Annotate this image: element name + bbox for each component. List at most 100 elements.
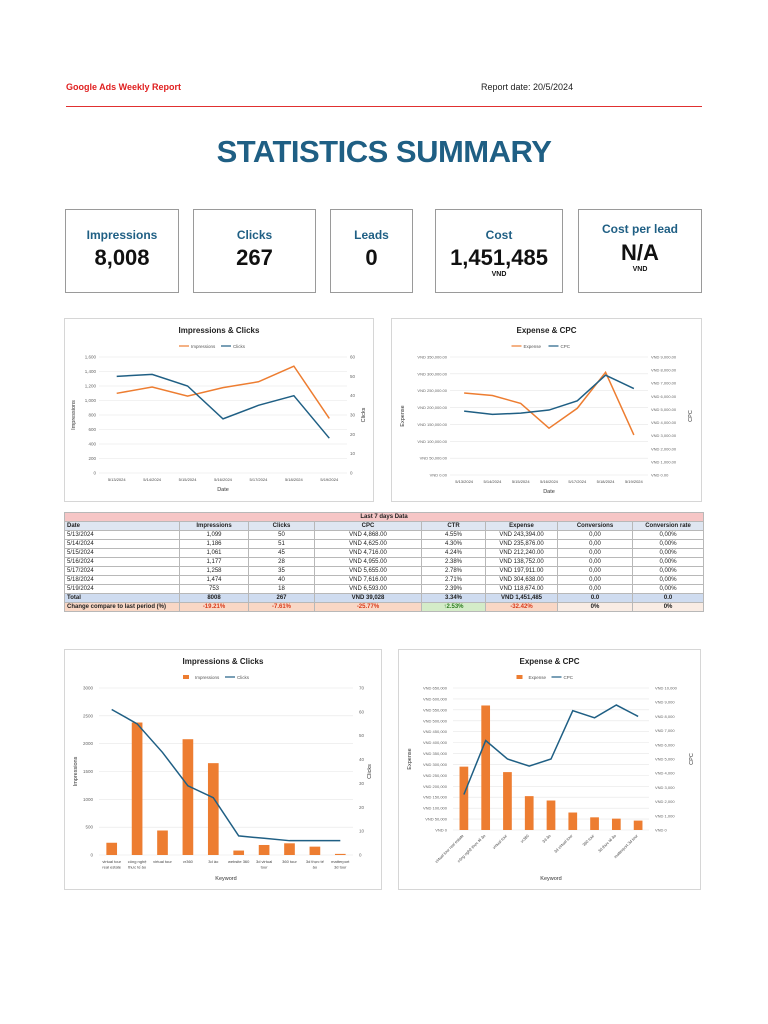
y-tick-label: 0 [93,471,96,476]
total-cell: 267 [248,593,315,603]
kpi-unit: VND [632,266,648,273]
table-cell: 28 [248,557,315,567]
y2-axis-title: CPC [688,410,694,422]
y2-tick-label: 70 [359,686,365,691]
bar-impressions [157,830,168,855]
table-cell: 0,00% [631,566,705,576]
bar-impressions [131,722,143,855]
change-cell: 0% [557,602,633,612]
y-tick-label: VND 50,000.00 [420,456,448,461]
y-tick-label: 800 [88,413,96,418]
x-tick-label: 5/17/2024 [250,477,269,482]
chart-impressions-clicks-daily: Impressions & Clicks Impressions Clicks 0 20… [64,318,374,502]
y-tick-label: VND 0 [435,828,448,833]
chart-expense-cpc-keyword: Expense & CPC Expense CPC VND 0 VND 50,000 VN… [398,649,701,890]
kpi-clicks: Clicks 267 [193,209,316,293]
kpi-leads: Leads 0 [330,209,413,293]
kpi-cost-per-lead: Cost per lead N/A VND [578,209,702,293]
table-cell: 5/14/2024 [64,539,180,549]
bar-impressions [182,739,194,855]
x-tick-label: thực tế ảo [128,865,147,870]
table-cell: 5/16/2024 [64,557,180,567]
y2-tick-label: 30 [359,781,365,786]
y2-tick-label: VND 2,000.00 [651,446,677,451]
y2-tick-label: 60 [359,709,365,714]
table-cell: 4.30% [421,539,486,549]
y2-tick-label: 40 [359,757,365,762]
table-cell: 4.24% [421,548,486,558]
x-tick-label: 5/19/2024 [625,479,644,484]
y2-tick-label: VND 9,000.00 [651,355,677,360]
x-axis-title: Date [543,489,555,495]
y-tick-label: 1500 [83,769,94,774]
y2-tick-label: 30 [350,413,356,418]
table-cell: VND 7,616.00 [314,575,422,585]
table-row: 5/18/2024 1,474 40 VND 7,616.00 2.71% VND 304… [64,575,705,585]
bar-impressions [284,843,295,855]
y2-tick-label: 40 [350,393,356,398]
kpi-value: 267 [236,245,273,270]
y-tick-label: VND 200,000 [423,784,448,789]
kpi-value: 8,008 [94,245,150,270]
table-cell: 4.55% [421,530,486,540]
y2-tick-label: VND 5,000.00 [651,407,677,412]
y2-tick-label: VND 10,000 [655,686,678,691]
table-cell: 1,099 [179,530,249,540]
y-tick-label: VND 300,000.00 [417,371,447,376]
table-cell: 0,00% [631,530,705,540]
y2-tick-label: VND 0.00 [651,473,669,478]
y-tick-label: 0 [90,853,93,858]
x-axis-title: Date [217,487,229,493]
x-tick-label: 3d ảo [208,859,219,864]
x-tick-label: 3d ảo [541,833,552,844]
y-tick-label: VND 250,000.00 [417,388,447,393]
y2-tick-label: VND 2,000 [655,799,675,804]
x-tick-label: vr360 [519,833,530,844]
legend-label: Expense [524,344,542,349]
y2-tick-label: 20 [350,432,356,437]
y-tick-label: 3000 [83,686,94,691]
table-row: 5/16/2024 1,177 28 VND 4,955.00 2.38% VND 138… [64,557,705,567]
y-tick-label: 1,600 [85,355,97,360]
bar-impressions [233,850,245,855]
y2-axis-title: CPC [689,753,695,765]
table-cell: 0,00 [557,539,633,549]
bar-expense [633,820,643,830]
change-cell: -19.21% [179,602,249,612]
table-row: 5/17/2024 1,258 35 VND 5,655.00 2.78% VND 197… [64,566,705,576]
table-cell: 5/15/2024 [64,548,180,558]
y-tick-label: VND 650,000 [423,686,448,691]
change-cell: -32.42% [485,602,558,612]
table-cell: 5/13/2024 [64,530,180,540]
x-tick-label: 3d virtual [256,859,272,864]
y2-tick-label: VND 4,000.00 [651,420,677,425]
y-tick-label: 2000 [83,741,94,746]
x-tick-label: 5/14/2024 [484,479,503,484]
y-tick-label: 1000 [83,797,94,802]
table-cell: 0,00% [631,557,705,567]
y-tick-label: VND 250,000 [423,773,448,778]
y-tick-label: VND 550,000 [423,707,448,712]
change-cell: ↑2.53% [421,602,486,612]
table-cell: 5/17/2024 [64,566,180,576]
table-cell: 1,061 [179,548,249,558]
x-tick-label: real estate [102,865,121,870]
page-title: STATISTICS SUMMARY [216,134,552,169]
y-axis-title: Expense [400,405,406,426]
kpi-cost: Cost 1,451,485 VND [435,209,563,293]
table-cell: 51 [248,539,315,549]
chart-title: Expense & CPC [519,657,579,666]
y2-tick-label: VND 8,000 [655,714,675,719]
y-tick-label: VND 0.00 [430,473,448,478]
y-tick-label: 500 [85,825,93,830]
legend-label: Clicks [237,675,250,680]
y2-tick-label: VND 1,000 [655,813,675,818]
table-cell: 0,00% [631,575,705,585]
y2-tick-label: VND 8,000.00 [651,368,677,373]
chart-svg: Expense & CPC Expense CPC VND 0 VND 50,000 VN… [407,657,695,882]
y-tick-label: VND 350,000 [423,751,448,756]
y-tick-label: VND 100,000.00 [417,439,447,444]
x-tick-label: 3d virtual tour [553,833,574,854]
x-tick-label: 3d tour [334,865,347,870]
total-cell: VND 1,451,485 [485,593,558,603]
